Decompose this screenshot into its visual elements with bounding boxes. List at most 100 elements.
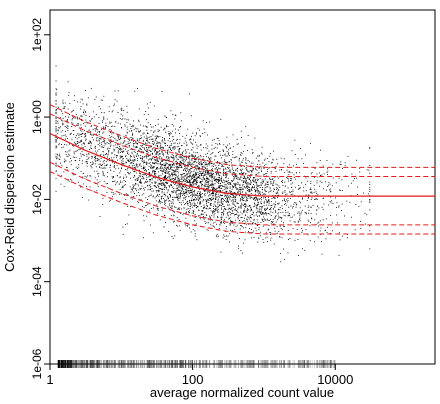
data-point [118, 167, 120, 169]
data-point [225, 184, 227, 185]
data-point [128, 194, 130, 196]
data-point [147, 136, 149, 138]
data-point [269, 213, 271, 215]
data-point [241, 180, 243, 182]
data-point [154, 162, 156, 163]
data-point [203, 188, 205, 189]
data-point [269, 188, 271, 190]
data-point [228, 149, 229, 151]
data-point [176, 185, 178, 187]
data-point [179, 193, 181, 195]
data-point [235, 206, 237, 207]
data-point [315, 198, 317, 200]
data-point [66, 144, 68, 146]
data-point [227, 170, 229, 172]
data-point [191, 190, 193, 191]
data-point [156, 135, 158, 137]
data-point [113, 132, 115, 134]
data-point [212, 187, 214, 189]
data-point [225, 174, 227, 175]
data-point [197, 196, 199, 198]
data-point [75, 135, 77, 136]
data-point [266, 200, 268, 202]
data-point [222, 173, 224, 175]
data-point [190, 188, 192, 190]
data-point [308, 212, 310, 214]
data-point [240, 205, 242, 207]
data-point [193, 199, 194, 200]
data-point [142, 140, 144, 142]
data-point [237, 208, 239, 210]
data-point [263, 202, 265, 204]
data-point [185, 159, 187, 160]
data-point [180, 167, 182, 169]
data-point [173, 167, 175, 169]
data-point [236, 143, 238, 145]
data-point [229, 169, 231, 171]
data-point [259, 208, 261, 210]
data-point [185, 157, 187, 159]
data-point [178, 180, 179, 182]
data-point [280, 220, 282, 222]
data-point [69, 103, 71, 104]
data-point [205, 161, 207, 163]
data-point [245, 227, 247, 229]
data-point [274, 227, 276, 229]
data-point [185, 179, 187, 181]
data-point [239, 168, 241, 170]
data-point [311, 172, 313, 173]
data-point [257, 241, 259, 243]
data-point [157, 142, 159, 144]
data-point [227, 235, 229, 237]
data-point [91, 137, 93, 138]
data-point [155, 190, 157, 191]
data-point [64, 144, 65, 145]
data-point [114, 149, 116, 151]
data-point [113, 140, 114, 142]
data-point [134, 167, 136, 169]
data-point [186, 177, 188, 179]
data-point [219, 205, 221, 206]
data-point [76, 124, 78, 126]
data-point [311, 197, 313, 199]
data-point [190, 171, 191, 173]
data-point [245, 125, 247, 127]
data-point [87, 153, 89, 155]
data-point [225, 155, 227, 157]
data-point [169, 186, 170, 187]
data-point [91, 157, 93, 159]
data-point [217, 202, 219, 204]
data-point [127, 152, 129, 154]
data-point [289, 215, 290, 217]
data-point [246, 177, 248, 179]
data-point [180, 161, 182, 163]
data-point [174, 197, 176, 199]
data-point [77, 168, 78, 169]
data-point [185, 192, 187, 194]
data-point [247, 198, 249, 200]
data-point [112, 192, 114, 193]
data-point [157, 208, 158, 210]
data-point [161, 189, 163, 190]
data-point [243, 208, 245, 210]
data-point [101, 164, 103, 165]
data-point [273, 180, 275, 181]
data-point [254, 179, 256, 181]
data-point [73, 151, 75, 153]
data-point [157, 141, 159, 143]
data-point [121, 109, 123, 111]
data-point [146, 151, 147, 152]
data-point [202, 210, 204, 211]
data-point [160, 147, 162, 149]
data-point [244, 217, 245, 219]
data-point [233, 197, 235, 199]
data-point [218, 165, 220, 166]
data-point [275, 192, 277, 194]
data-point [283, 248, 284, 250]
data-point [78, 133, 80, 135]
data-point [229, 186, 231, 188]
data-point [193, 171, 195, 173]
data-point [174, 184, 176, 185]
data-point [214, 168, 216, 170]
data-point [194, 135, 196, 137]
